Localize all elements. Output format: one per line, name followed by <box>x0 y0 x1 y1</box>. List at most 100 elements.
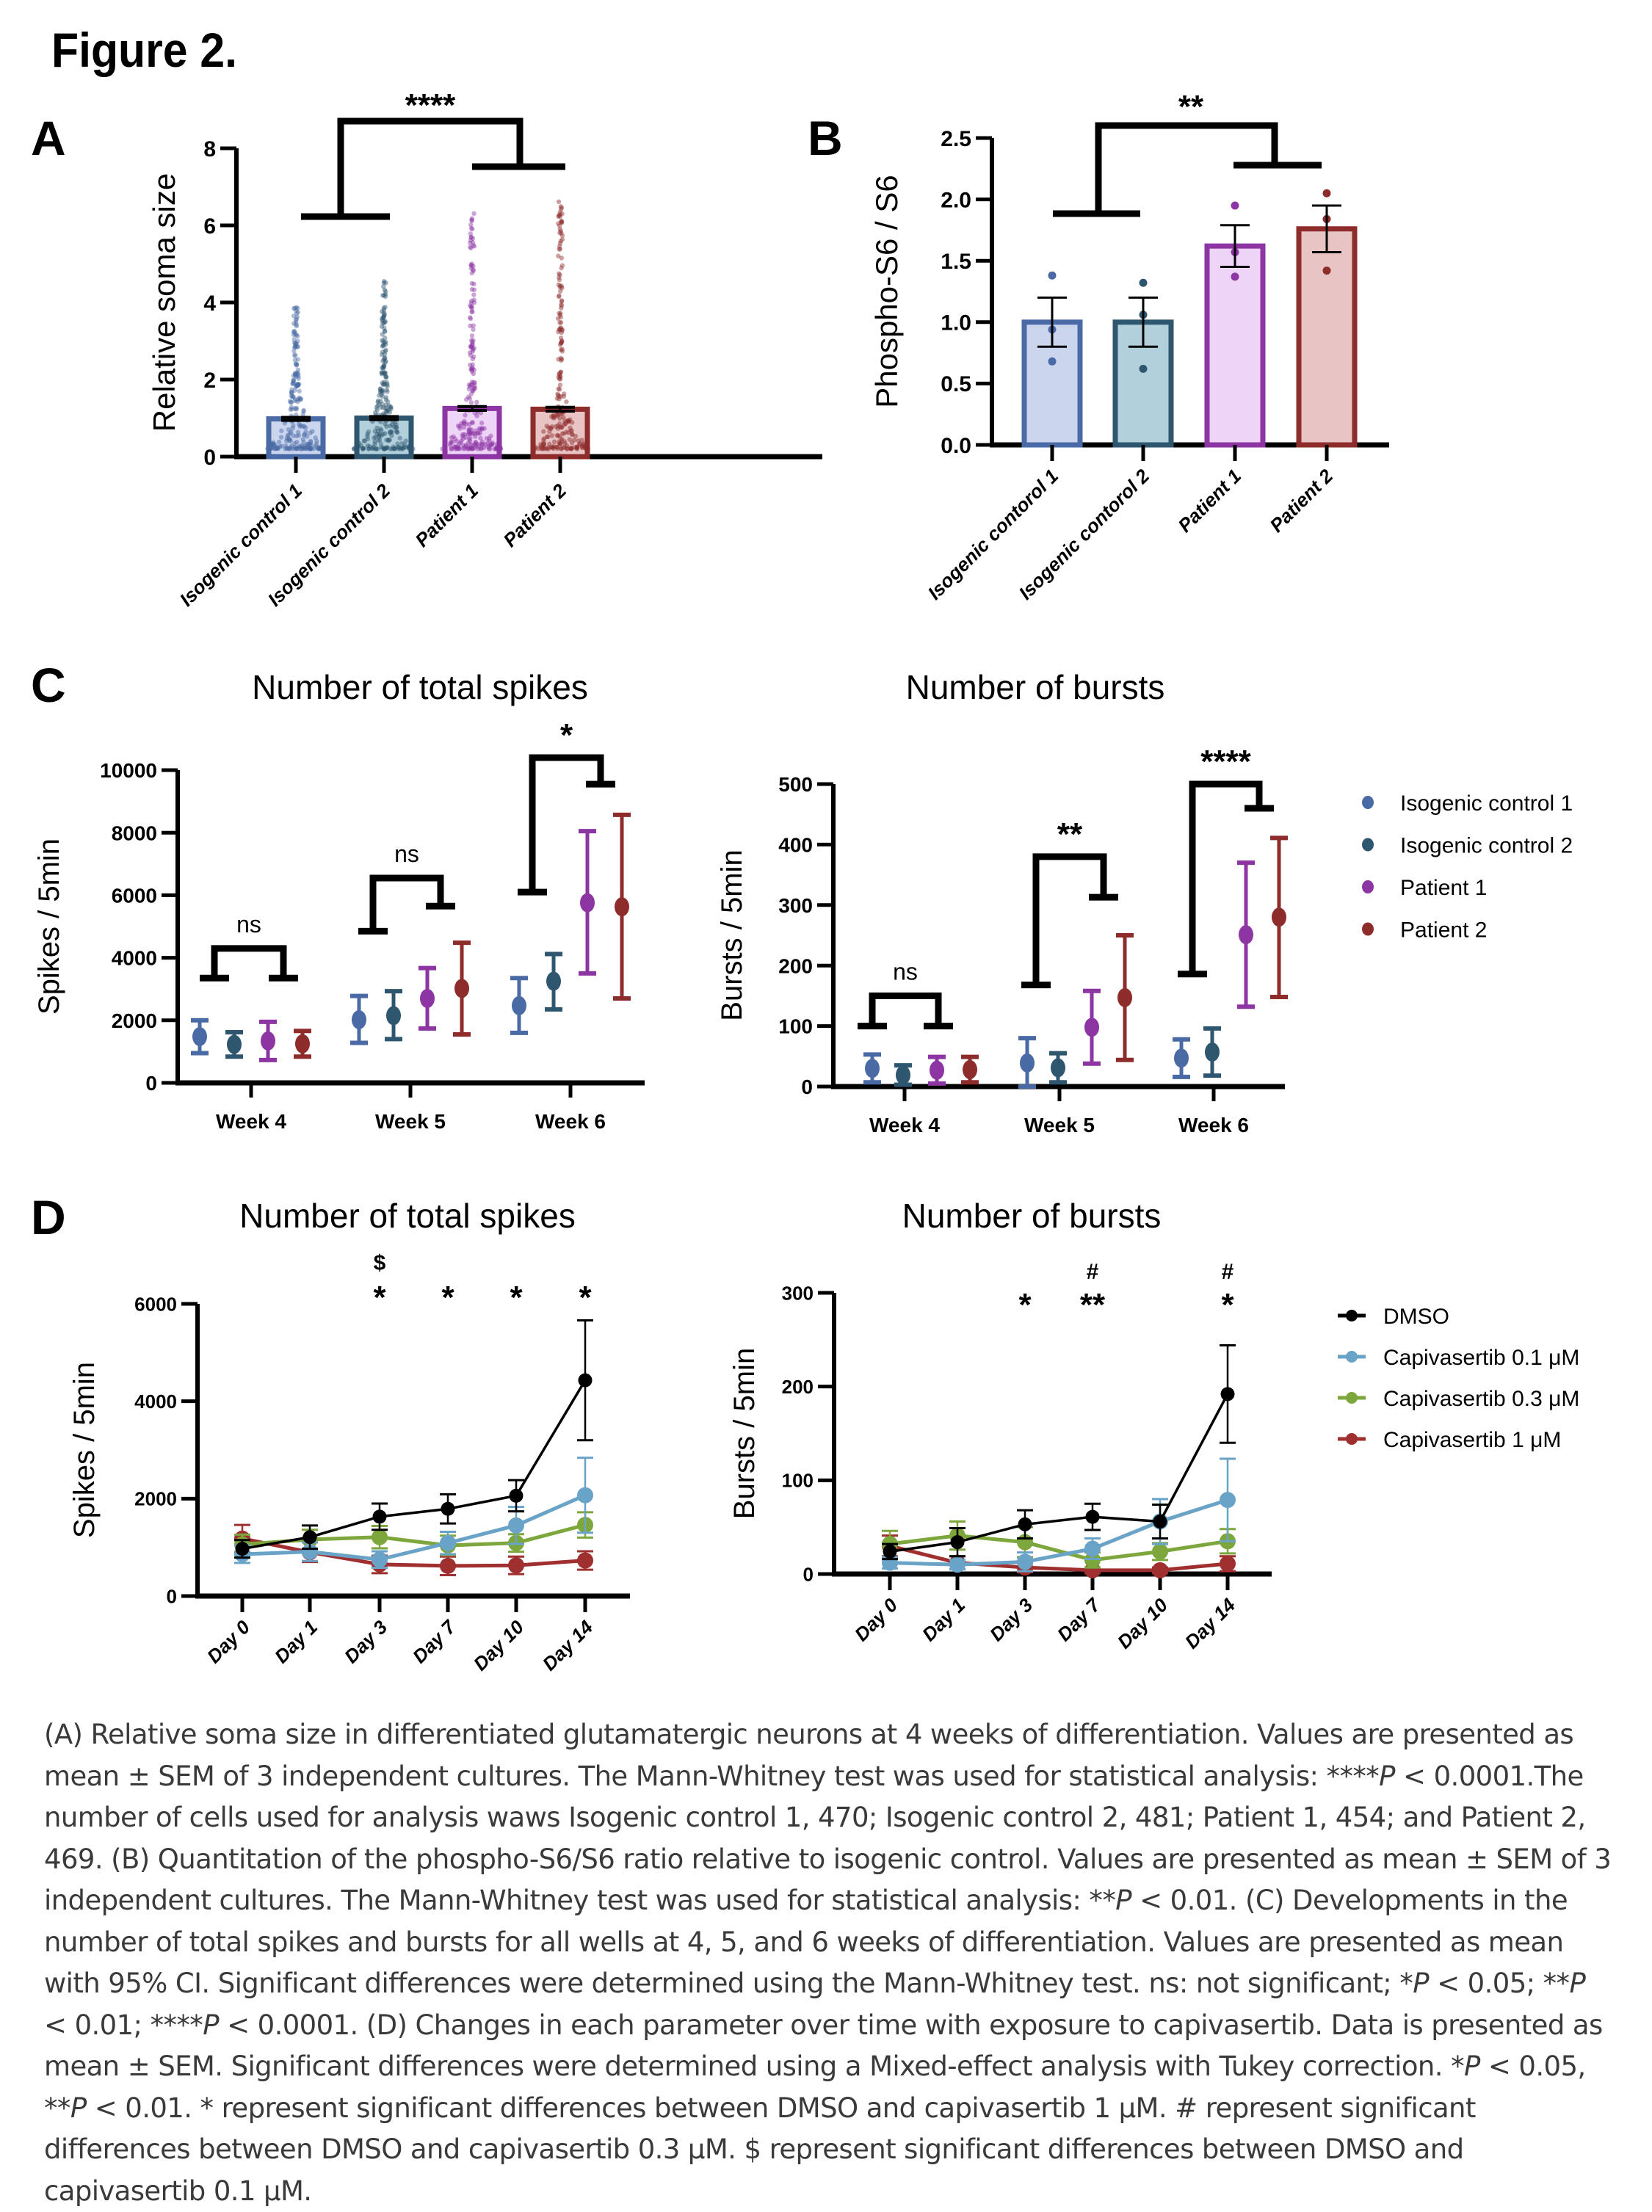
data-point <box>497 445 503 450</box>
data-point <box>440 1557 456 1574</box>
data-point <box>388 430 394 435</box>
data-point <box>559 327 565 333</box>
data-point <box>383 446 388 452</box>
data-point <box>357 440 362 446</box>
significance-label: * <box>560 717 573 753</box>
data-point <box>396 444 401 450</box>
data-point <box>387 437 392 443</box>
data-point <box>477 427 483 432</box>
data-point <box>319 446 325 452</box>
data-point <box>585 446 591 452</box>
data-point <box>292 444 297 450</box>
data-point <box>380 365 386 370</box>
y-tick-label: 500 <box>778 773 813 796</box>
data-point <box>557 441 562 446</box>
data-point <box>377 386 383 391</box>
data-point <box>574 446 580 452</box>
data-point <box>469 369 474 374</box>
data-point <box>379 428 384 433</box>
data-point <box>556 253 561 258</box>
data-point <box>565 429 571 435</box>
data-point <box>383 319 388 324</box>
data-point <box>465 440 471 446</box>
data-point <box>557 371 562 377</box>
data-point <box>372 441 377 447</box>
data-point <box>384 438 389 443</box>
y-tick-label: 0 <box>167 1585 177 1607</box>
data-point <box>192 1026 207 1046</box>
data-point <box>558 239 563 244</box>
data-point <box>458 440 463 445</box>
data-point <box>293 343 298 349</box>
data-point <box>472 383 477 388</box>
legend-label: Patient 2 <box>1400 918 1487 943</box>
data-point <box>542 436 547 441</box>
x-tick-label: Day 14 <box>1181 1594 1240 1653</box>
data-point <box>440 1534 456 1551</box>
x-tick-label: Day 1 <box>270 1616 322 1667</box>
data-point <box>559 265 564 271</box>
data-point <box>379 370 385 376</box>
data-point <box>383 341 388 347</box>
data-point <box>291 381 296 386</box>
points-C-bursts: Week 4 Week 5 Week 6 <box>863 835 1288 1136</box>
data-point <box>558 228 563 233</box>
data-point <box>543 446 548 451</box>
lines-D-bursts: Day 0 Day 1 Day 3 Day 7 Day 10 Day 14 <box>850 1343 1240 1653</box>
data-point <box>468 427 474 432</box>
data-point <box>388 405 393 410</box>
data-point <box>297 424 302 429</box>
y-tick-label: 2.5 <box>941 127 971 151</box>
data-point <box>294 446 300 452</box>
data-point <box>574 446 579 451</box>
data-point <box>1174 1048 1189 1068</box>
data-point <box>379 370 385 375</box>
data-point <box>557 377 562 382</box>
data-point <box>374 407 380 413</box>
data-point <box>386 402 392 408</box>
data-point <box>384 374 389 380</box>
data-point <box>297 396 302 402</box>
data-point <box>383 374 388 380</box>
significance-label: ns <box>236 911 261 938</box>
data-point <box>452 444 457 449</box>
data-point <box>557 211 562 217</box>
data-point <box>394 428 399 433</box>
data-point <box>288 430 293 436</box>
data-point <box>556 221 561 226</box>
data-point <box>579 438 584 443</box>
data-point <box>297 395 302 400</box>
data-point <box>381 308 387 313</box>
data-point <box>380 358 385 363</box>
data-point <box>293 373 298 378</box>
data-point <box>469 342 475 347</box>
data-point <box>279 428 284 433</box>
bar <box>442 405 502 460</box>
data-point <box>311 446 317 452</box>
data-point <box>318 444 323 450</box>
data-point <box>540 443 546 448</box>
data-point <box>571 438 577 443</box>
data-point <box>883 1544 897 1559</box>
y-tick-label: 300 <box>778 894 813 917</box>
caption-segment: (A) Relative soma size in differentiated… <box>44 1719 1574 1792</box>
data-point <box>308 446 313 451</box>
data-point <box>470 236 476 242</box>
figure-title: Figure 2. <box>51 23 238 77</box>
data-point <box>384 387 389 393</box>
data-point <box>293 331 298 337</box>
data-point <box>383 347 388 352</box>
data-point <box>380 344 385 349</box>
data-point <box>559 425 565 430</box>
data-point <box>382 329 388 334</box>
data-point <box>294 341 299 347</box>
data-point <box>302 446 308 452</box>
data-point <box>382 287 388 293</box>
y-tick-label: 100 <box>778 1015 813 1038</box>
data-point <box>309 443 314 448</box>
data-point <box>302 1530 317 1545</box>
data-point <box>290 394 296 399</box>
data-point <box>557 387 562 392</box>
data-point <box>494 441 499 447</box>
data-point <box>449 435 454 440</box>
